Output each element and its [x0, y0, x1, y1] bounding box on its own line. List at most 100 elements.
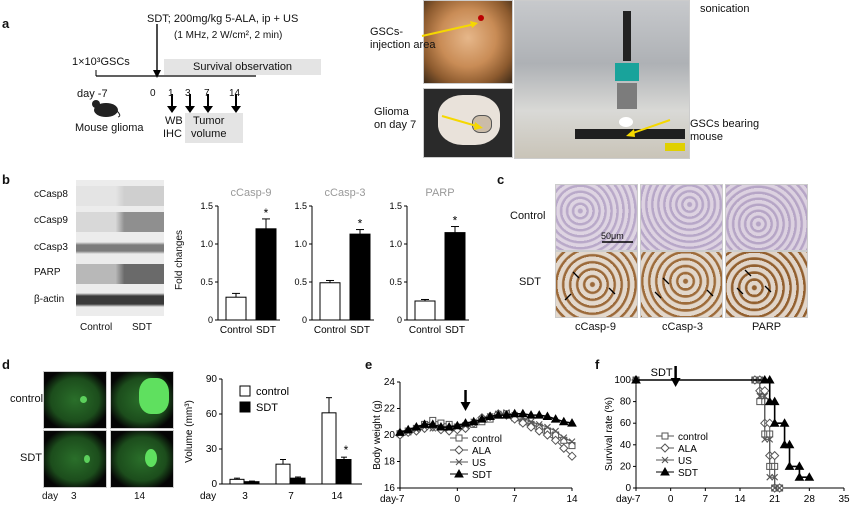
- blot-label-ccasp8: cCasp8: [34, 189, 68, 200]
- us-params-label: (1 MHz, 2 W/cm², 2 min): [174, 30, 283, 41]
- x-tick-label: -7: [396, 494, 405, 505]
- series-point-sdt: [542, 411, 553, 420]
- legend-label-control: control: [256, 386, 289, 398]
- series-point-us: [568, 438, 576, 446]
- y-tick-label: 90: [206, 374, 218, 385]
- series-point-ala: [550, 435, 561, 446]
- y-tick-label: 20: [620, 461, 632, 472]
- chart-ccasp9: cCasp-9 0 0.5 1.0 1.5 Control * SDT: [200, 187, 280, 335]
- fluor-sdt-day3: [43, 430, 107, 488]
- fluor-day-3: 3: [71, 491, 77, 502]
- ihc-col-parp: PARP: [752, 321, 782, 333]
- x-tick-label: -7: [632, 494, 641, 505]
- series-point-ala: [760, 386, 770, 396]
- ihc-sdt-ccasp9: [555, 251, 638, 318]
- brain-top-photo: [423, 0, 513, 84]
- chart-title: cCasp-9: [231, 187, 272, 199]
- fluor-day-label: day: [42, 491, 59, 502]
- blot-label-beta-actin: β-actin: [34, 294, 65, 305]
- series-point-ala: [769, 450, 780, 461]
- series-point-us: [761, 392, 769, 400]
- series-point-sdt: [567, 418, 577, 427]
- series-point-sdt: [550, 414, 561, 423]
- bar-sdt-day3: [244, 481, 260, 485]
- chart-parp: PARP 0 0.5 1.0 1.5 Control * SDT: [389, 187, 469, 335]
- y-tick-label: 1.0: [389, 239, 402, 249]
- y-axis-label: Volume (mm³): [184, 400, 195, 463]
- x-tick-label: 3: [242, 491, 248, 502]
- legend-label-control: control: [472, 434, 502, 445]
- series-point-sdt: [460, 418, 471, 427]
- day-7: 7: [204, 88, 210, 99]
- ihc-sdt-ccasp3: [640, 251, 723, 318]
- series-point-us: [776, 484, 784, 492]
- ihc-control-ccasp9: [555, 184, 638, 251]
- chart-body-weight: 16 18 20 22 24 -7 0 7 14 day Body weight (g) contro…: [372, 377, 578, 505]
- y-tick-label: 0: [302, 315, 307, 325]
- legend-marker-control: [661, 432, 669, 440]
- series-point-sdt: [436, 422, 446, 431]
- volume-label: volume: [191, 128, 227, 140]
- x-tick-label: 28: [804, 494, 816, 505]
- y-tick-label: 1.5: [294, 201, 307, 211]
- mouse-glioma-label: Mouse glioma: [75, 122, 144, 134]
- day-14: 14: [229, 88, 241, 99]
- y-tick-label: 20: [384, 430, 396, 441]
- chart-ccasp3: cCasp-3 0 0.5 1.0 1.5 Control * SDT: [294, 187, 374, 335]
- fluor-sdt-day14: [110, 430, 174, 488]
- y-tick-label: 0.5: [389, 277, 402, 287]
- gsc-mouse-label-1: GSCs bearing: [690, 118, 760, 130]
- day-minus7-label: day -7: [77, 88, 108, 100]
- series-point-sdt: [764, 374, 775, 384]
- series-point-ala: [518, 418, 528, 428]
- legend-marker-ala: [454, 445, 464, 455]
- x-tick-label: Control: [409, 325, 441, 335]
- series-point-sdt: [468, 416, 479, 426]
- y-tick-label: 0: [208, 315, 213, 325]
- series-point-sdt: [769, 418, 780, 427]
- y-tick-label: 60: [206, 409, 218, 420]
- blot-label-ccasp9: cCasp9: [34, 215, 68, 226]
- y-axis-label: Body weight (g): [372, 400, 383, 469]
- legend-swatch-control: [239, 385, 251, 397]
- series-point-control: [568, 442, 576, 450]
- series-point-sdt: [419, 419, 430, 428]
- y-tick-label: 40: [620, 440, 632, 451]
- panel-label-b: b: [2, 172, 10, 187]
- chart-title: PARP: [425, 187, 454, 199]
- series-line-sdt: [399, 412, 573, 434]
- x-tick-label: 0: [668, 494, 674, 505]
- tumor-label: Tumor: [193, 115, 225, 127]
- ihc-sdt-parp: [725, 251, 808, 318]
- ihc-label: IHC: [163, 128, 182, 140]
- panel-label-a: a: [2, 16, 10, 31]
- series-point-sdt: [558, 416, 569, 426]
- x-tick-label: 21: [769, 494, 781, 505]
- series-point-sdt: [804, 472, 815, 481]
- x-tick-label: Control: [220, 325, 252, 335]
- survival-label: Survival observation: [193, 61, 293, 73]
- ihc-arrows: [564, 269, 772, 301]
- panel-label-f: f: [595, 357, 600, 372]
- day-0: 0: [150, 88, 156, 99]
- y-tick-label: 1.5: [200, 201, 213, 211]
- bar-sdt: [255, 228, 277, 321]
- series-point-sdt: [526, 410, 536, 419]
- x-tick-label: Control: [314, 325, 346, 335]
- y-axis-label: Survival rate (%): [604, 397, 615, 471]
- down-arrows: [167, 94, 241, 113]
- legend-marker-sdt: [660, 466, 670, 476]
- bar-control-day14: [321, 412, 337, 485]
- series-point-sdt: [411, 422, 422, 431]
- gsc-injection-label-1: GSCs-: [370, 26, 403, 38]
- series-point-us: [766, 473, 774, 481]
- legend-label-us: US: [678, 456, 692, 467]
- series-line-control: [399, 413, 573, 447]
- legend-label-ala: ALA: [472, 446, 491, 457]
- chart-tumor-volume: 0 30 60 90 Volume (mm³) day 3 7 * 14 control SDT: [184, 374, 362, 502]
- series-point-sdt: [501, 410, 512, 419]
- bar-control-day3: [229, 478, 245, 485]
- y-tick-label: 16: [384, 483, 396, 494]
- legend-label-sdt: SDT: [256, 402, 278, 414]
- series-point-sdt: [631, 374, 641, 384]
